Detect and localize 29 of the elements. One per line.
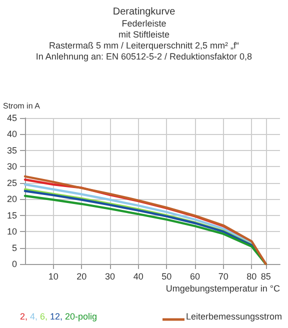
x-tick-label: 60 bbox=[190, 272, 200, 282]
chart-title: Deratingkurve bbox=[112, 6, 176, 18]
chart-subtitle: Federleiste mit Stiftleiste Rastermaß 5 mm / Leiterquerschnitt 2,5 mm² „f“ In Anlehnung an: EN 60512-5-2 / Reduktionsfaktor 0,8 bbox=[36, 18, 252, 62]
x-tick-label: 50 bbox=[162, 272, 172, 282]
y-axis-title: Strom in A bbox=[3, 102, 41, 110]
y-tick-label: 35 bbox=[6, 145, 17, 156]
x-tick-label: 10 bbox=[48, 272, 58, 282]
y-tick-label: 0 bbox=[12, 259, 17, 269]
y-tick-label: 5 bbox=[12, 242, 17, 253]
x-tick-label: 70 bbox=[218, 272, 228, 282]
text: 6, bbox=[40, 312, 48, 322]
x-tick-label: 85 bbox=[260, 272, 271, 282]
text: 2, bbox=[20, 312, 28, 322]
x-tick-label: 80 bbox=[246, 272, 257, 282]
text: 4, bbox=[30, 312, 38, 322]
y-tick-label: 45 bbox=[6, 113, 17, 123]
x-tick-label: 20 bbox=[76, 272, 87, 282]
x-axis-title: Umgebungstemperatur in °C bbox=[166, 284, 280, 294]
y-tick-label: 30 bbox=[6, 162, 17, 172]
y-tick-label: 10 bbox=[6, 226, 17, 237]
x-tick-label: 30 bbox=[104, 272, 116, 282]
y-tick-label: 20 bbox=[6, 194, 17, 204]
text: 20-polig bbox=[65, 312, 98, 322]
legend-label: Leiterbemessungsstrom bbox=[186, 312, 282, 322]
text: 12, bbox=[50, 312, 63, 322]
x-tick-label: 40 bbox=[133, 272, 144, 282]
y-tick-label: 25 bbox=[6, 178, 17, 188]
y-tick-label: 15 bbox=[6, 210, 17, 220]
y-tick-label: 40 bbox=[6, 129, 17, 140]
